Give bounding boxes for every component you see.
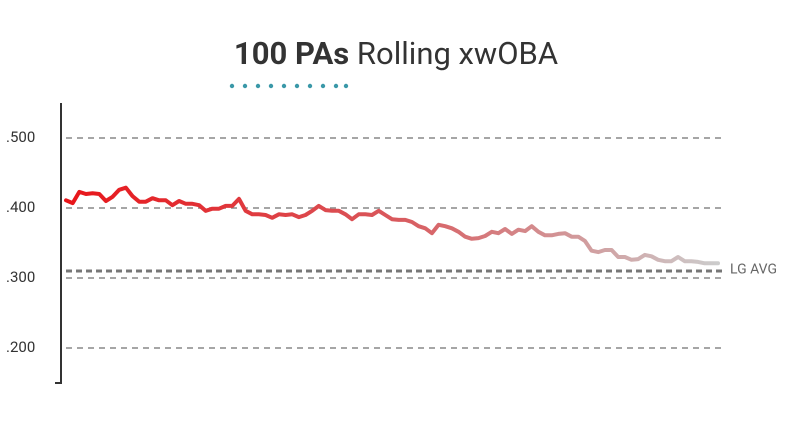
- title-emphasis: 100 PAs: [234, 35, 349, 72]
- rolling-line: [64, 185, 720, 266]
- title-rest: Rolling xwOBA: [357, 35, 558, 72]
- y-tick-label: .300: [6, 268, 35, 286]
- y-tick-label: .400: [6, 198, 35, 216]
- league-average-label: LG AVG: [730, 262, 777, 278]
- y-tick-label: .500: [6, 128, 35, 146]
- y-tick-label: .200: [6, 338, 35, 356]
- chart-title: 100 PAs Rolling xwOBA: [234, 35, 558, 72]
- title-underline-dots: [229, 83, 349, 89]
